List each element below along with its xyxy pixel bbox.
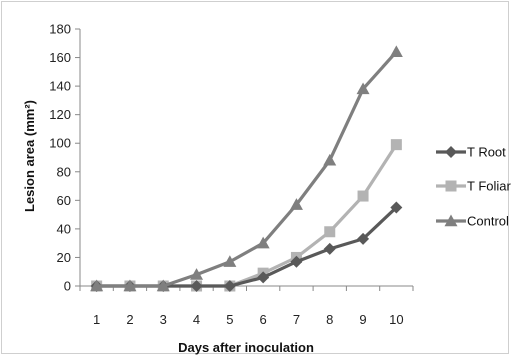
data-point [190, 280, 203, 292]
data-point [356, 82, 370, 95]
data-point [123, 279, 137, 292]
legend: T Root T Foliar Control [436, 145, 511, 229]
y-tick-label: 120 [49, 107, 71, 122]
x-tick-label: 7 [293, 312, 300, 327]
y-tick-label: 0 [64, 279, 71, 294]
legend-marker [445, 180, 457, 192]
legend-label: T Foliar [467, 179, 511, 194]
data-point [323, 153, 337, 166]
y-tick-label: 20 [57, 250, 71, 265]
legend-item: Control [436, 214, 509, 229]
x-tick-label: 1 [93, 312, 100, 327]
series-line [96, 143, 398, 288]
y-tick-label: 100 [49, 136, 71, 151]
data-point [256, 236, 270, 249]
x-tick-label: 4 [193, 312, 200, 327]
data-point [223, 280, 236, 292]
series-line [96, 206, 398, 288]
data-point [90, 279, 104, 292]
series-line [96, 50, 398, 288]
y-axis-title: Lesion area (mm²) [22, 100, 37, 212]
x-tick-label: 5 [226, 312, 233, 327]
y-tick-label: 140 [49, 79, 71, 94]
legend-item: T Foliar [436, 179, 511, 194]
data-point [290, 255, 303, 268]
series-layer [90, 45, 403, 292]
x-tick-label: 8 [326, 312, 333, 327]
x-tick-label: 2 [126, 312, 133, 327]
y-tick-label: 40 [57, 221, 71, 236]
data-point [223, 255, 237, 267]
data-point [323, 242, 336, 255]
x-tick-label: 10 [389, 312, 403, 327]
series-control [90, 45, 403, 292]
y-tick-label: 160 [49, 50, 71, 65]
legend-marker [445, 146, 457, 158]
data-point [357, 190, 369, 202]
data-point [324, 226, 336, 238]
data-point [190, 268, 204, 280]
y-tick-label: 60 [57, 193, 71, 208]
x-axis-title: Days after inoculation [178, 340, 314, 355]
legend-label: Control [467, 214, 509, 229]
y-tick-label: 80 [57, 164, 71, 179]
data-point [156, 279, 170, 292]
data-point [357, 232, 370, 245]
x-tick-label: 3 [160, 312, 167, 327]
x-tick-label: 9 [359, 312, 366, 327]
data-point [390, 201, 403, 214]
y-tick-label: 180 [49, 22, 71, 37]
series-t-foliar [91, 139, 402, 292]
legend-marker [444, 214, 458, 227]
data-point [389, 45, 403, 58]
data-point [390, 139, 402, 151]
data-point [289, 198, 303, 210]
data-point [257, 271, 270, 284]
legend-item: T Root [436, 145, 506, 160]
legend-label: T Root [467, 145, 506, 160]
x-tick-label: 6 [260, 312, 267, 327]
